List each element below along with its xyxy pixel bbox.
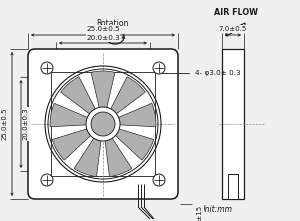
Wedge shape (74, 137, 101, 177)
Circle shape (153, 174, 165, 186)
Text: 7.0±0.5: 7.0±0.5 (219, 26, 247, 32)
Wedge shape (91, 71, 115, 109)
Circle shape (91, 112, 115, 136)
FancyBboxPatch shape (28, 49, 178, 199)
Wedge shape (50, 103, 88, 127)
Wedge shape (52, 129, 91, 160)
Text: 20.0±0.3: 20.0±0.3 (23, 108, 29, 140)
Wedge shape (118, 103, 156, 127)
Bar (228, 174, 238, 199)
Wedge shape (105, 137, 132, 177)
Bar (222, 49, 244, 199)
Wedge shape (61, 77, 96, 114)
Text: Unit:mm: Unit:mm (200, 205, 233, 214)
Text: AIR FLOW: AIR FLOW (214, 8, 258, 17)
Circle shape (153, 62, 165, 74)
Circle shape (86, 107, 120, 141)
Circle shape (41, 174, 53, 186)
Text: 25.0±0.5: 25.0±0.5 (2, 108, 8, 140)
Wedge shape (115, 129, 154, 160)
Circle shape (41, 62, 53, 74)
Wedge shape (110, 77, 145, 114)
Polygon shape (226, 23, 245, 36)
Text: 4- φ3.0± 0.3: 4- φ3.0± 0.3 (159, 70, 241, 76)
Text: 200±15: 200±15 (197, 205, 203, 221)
Text: 25.0±0.5: 25.0±0.5 (86, 26, 120, 32)
Text: 20.0±0.3: 20.0±0.3 (86, 35, 120, 41)
Text: Rotation: Rotation (96, 19, 128, 28)
